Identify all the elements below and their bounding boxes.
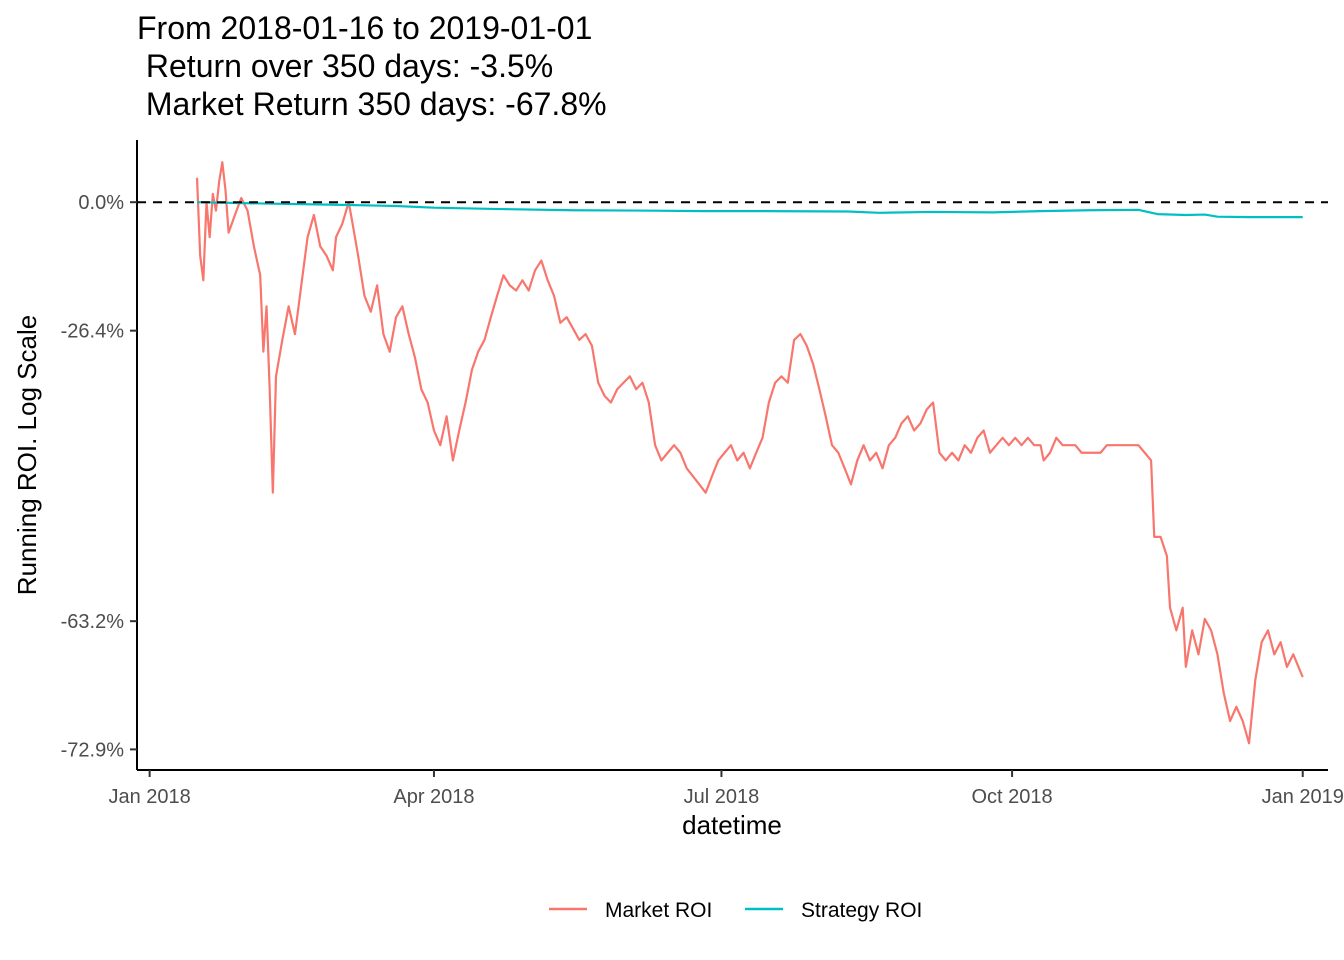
series-line-strategy-roi — [196, 201, 1303, 219]
series-line-market-roi — [195, 161, 1304, 745]
legend: Market ROI Strategy ROI — [549, 899, 922, 922]
y-tick-label: -26.4% — [61, 321, 125, 343]
x-axis: Jan 2018 Apr 2018 Jul 2018 Oct 2018 Jan 2019 — [108, 769, 1344, 808]
y-tick-label: 0.0% — [78, 192, 124, 214]
y-axis: 0.0% -26.4% -63.2% -72.9% — [61, 140, 138, 770]
y-axis-title: Running ROI. Log Scale — [12, 315, 42, 595]
x-axis-title: datetime — [682, 810, 782, 840]
y-tick-label: -72.9% — [61, 739, 125, 761]
y-tick-label: -63.2% — [61, 611, 125, 633]
legend-label: Strategy ROI — [801, 899, 922, 922]
x-tick-label: Jan 2019 — [1262, 786, 1344, 808]
x-tick-label: Oct 2018 — [971, 786, 1052, 808]
x-tick-label: Apr 2018 — [393, 786, 474, 808]
chart-title-line: From 2018-01-16 to 2019-01-01 — [137, 10, 592, 46]
x-tick-label: Jul 2018 — [684, 786, 760, 808]
plot-area — [137, 161, 1328, 745]
chart-title-line: Return over 350 days: -3.5% — [137, 48, 553, 84]
x-tick-label: Jan 2018 — [108, 786, 190, 808]
legend-label: Market ROI — [605, 899, 712, 922]
chart-title: From 2018-01-16 to 2019-01-01 Return ove… — [137, 10, 607, 122]
chart-title-line: Market Return 350 days: -67.8% — [137, 86, 607, 122]
